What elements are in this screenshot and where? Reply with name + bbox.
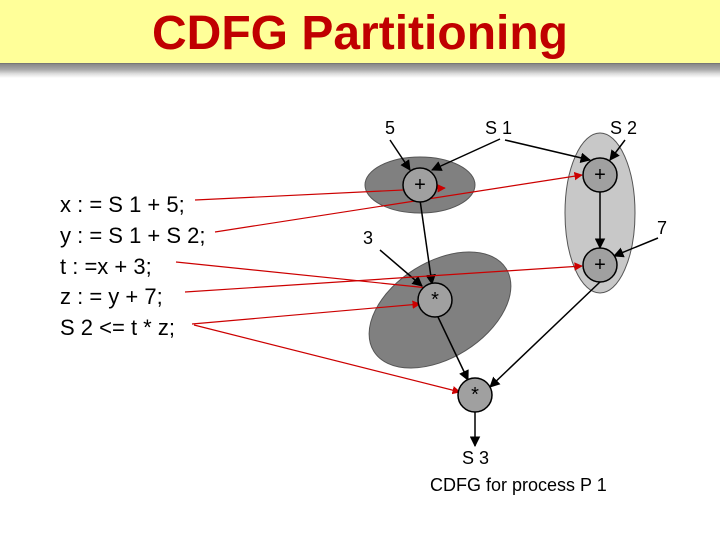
diagram-caption: CDFG for process P 1 <box>430 475 607 496</box>
label-s3: S 3 <box>462 448 489 469</box>
label-s2: S 2 <box>610 118 637 139</box>
op-node-label: * <box>431 289 439 311</box>
edge <box>432 139 500 170</box>
op-node-label: * <box>471 384 479 406</box>
op-node-label: + <box>594 254 606 276</box>
op-node-label: + <box>594 164 606 186</box>
label-s1: S 1 <box>485 118 512 139</box>
map-edge <box>185 266 582 292</box>
label-3: 3 <box>363 228 373 249</box>
edge-group-red <box>176 175 582 392</box>
edge <box>505 140 590 160</box>
label-7: 7 <box>657 218 667 239</box>
diagram-canvas: + + + * * <box>0 0 720 540</box>
label-5: 5 <box>385 118 395 139</box>
op-node-label: + <box>414 174 426 196</box>
